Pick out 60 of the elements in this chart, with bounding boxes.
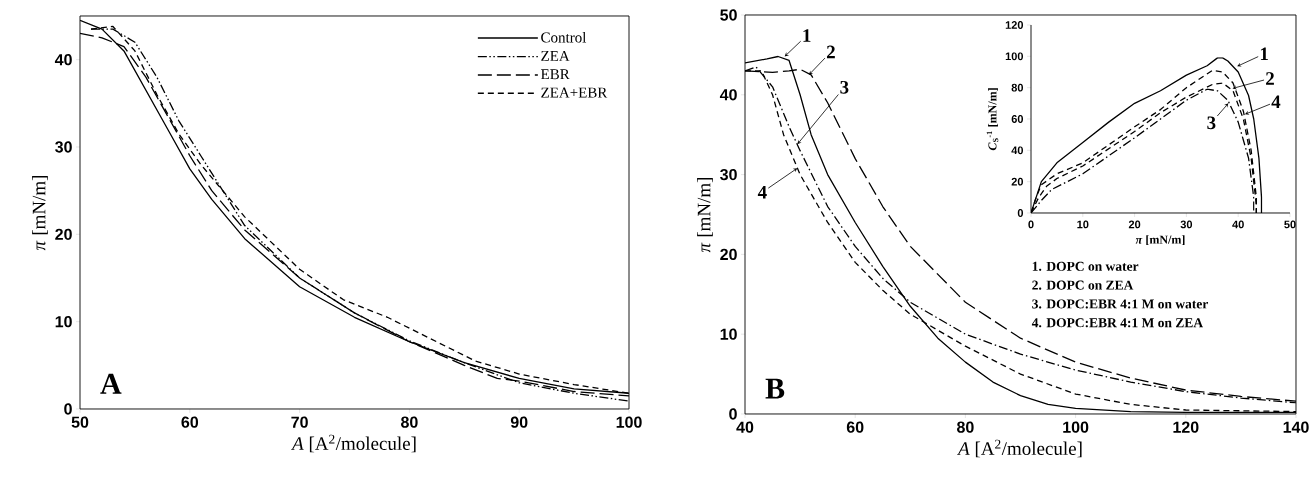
y-tick-label: 20 xyxy=(720,248,737,261)
y-tick-label: 0 xyxy=(64,403,72,415)
x-tick-label: 80 xyxy=(957,421,974,433)
y-tick-label: 60 xyxy=(1011,115,1024,123)
x-tick-label: 80 xyxy=(401,416,418,428)
annotation: A xyxy=(100,373,122,394)
annotation: 2 xyxy=(826,45,835,59)
y-tick-label: 40 xyxy=(1011,146,1024,155)
y-tick-label: 30 xyxy=(720,168,737,181)
y-tick-label: 20 xyxy=(1011,177,1024,186)
y-tick-label: 0 xyxy=(729,408,737,420)
x-tick-label: 50 xyxy=(1284,220,1296,229)
annotation: B xyxy=(765,378,785,399)
x-tick-label: 20 xyxy=(1128,220,1141,229)
y-tick-label: 10 xyxy=(720,328,737,340)
y-axis-title: π [mN/m] xyxy=(697,177,713,253)
x-tick-label: 90 xyxy=(510,416,528,428)
x-tick-label: 50 xyxy=(71,416,89,428)
x-tick-label: 30 xyxy=(1180,220,1193,229)
y-tick-label: 80 xyxy=(1011,83,1024,92)
annotation: 1 xyxy=(1260,47,1268,61)
x-tick-label: 120 xyxy=(1173,421,1199,433)
y-tick-label: 40 xyxy=(719,89,737,101)
legend-label: Control xyxy=(541,32,587,43)
x-axis-title: A [A$^{2}$/molecule] xyxy=(957,439,1082,458)
y-tick-label: 30 xyxy=(55,141,72,153)
x-tick-label: 40 xyxy=(1232,220,1244,229)
annotation: 2 xyxy=(1266,72,1274,85)
y-tick-label: 10 xyxy=(55,316,72,328)
annotation: 4 xyxy=(757,185,767,199)
x-tick-label: 100 xyxy=(1063,421,1089,433)
x-tick-label: 140 xyxy=(1283,421,1309,433)
annotation: 4. DOPC:EBR 4:1 M on ZEA xyxy=(1031,318,1203,328)
legend-label: ZEA+EBR xyxy=(541,87,608,98)
x-tick-label: 0 xyxy=(1028,220,1034,229)
x-axis-title: π [mN/m] xyxy=(1135,235,1185,246)
y-axis-title: π [mN/m] xyxy=(32,175,48,251)
y-axis-title: C$_{S}$$^{-1}$ [mN/m] xyxy=(986,88,999,151)
annotation: 3 xyxy=(840,80,849,94)
legend-label: ZEA xyxy=(541,50,570,61)
annotation: 1 xyxy=(803,29,811,42)
x-tick-label: 10 xyxy=(1077,220,1089,229)
x-tick-label: 70 xyxy=(291,416,308,428)
y-tick-label: 120 xyxy=(1005,21,1024,29)
annotation: 4 xyxy=(1271,95,1281,109)
y-tick-label: 40 xyxy=(54,54,72,66)
x-tick-label: 60 xyxy=(846,421,864,433)
y-tick-label: 50 xyxy=(720,9,737,21)
annotation: 1. DOPC on water xyxy=(1032,261,1139,271)
x-axis-title: A [A$^{2}$/molecule] xyxy=(291,434,416,453)
legend-label: EBR xyxy=(540,69,570,80)
annotation: 3 xyxy=(1207,116,1216,130)
y-tick-label: 20 xyxy=(55,228,72,240)
annotation: 2. DOPC on ZEA xyxy=(1032,280,1134,290)
annotation: 3. DOPC:EBR 4:1 M on water xyxy=(1032,299,1209,309)
x-tick-label: 60 xyxy=(181,416,199,428)
y-tick-label: 0 xyxy=(1017,209,1024,217)
x-tick-label: 100 xyxy=(616,416,642,428)
x-tick-label: 40 xyxy=(736,421,754,433)
y-tick-label: 100 xyxy=(1005,52,1024,61)
